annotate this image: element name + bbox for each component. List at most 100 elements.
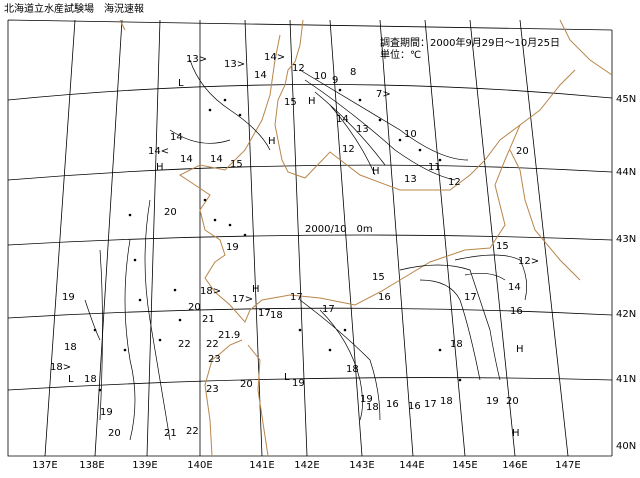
contour-label: 14<: [148, 146, 169, 157]
station-dot: [123, 348, 127, 352]
station-dot: [328, 348, 332, 352]
latitude-label: 41N: [616, 374, 636, 385]
contour-label: 18: [346, 364, 359, 375]
contour-label: 18: [84, 374, 97, 385]
station-dot: [298, 328, 302, 332]
contour-label: 14: [210, 154, 223, 165]
station-dot: [343, 328, 347, 332]
contour-label: 19: [226, 242, 239, 253]
contour-label: 14: [254, 70, 267, 81]
contour-label: 22: [206, 339, 219, 350]
station-dot: [378, 118, 382, 122]
station-dot: [138, 298, 142, 302]
contour-label: 15: [284, 97, 297, 108]
contour-label: 20: [108, 428, 121, 439]
station-dot: [173, 288, 177, 292]
station-dot: [128, 213, 132, 217]
station-dot: [133, 258, 137, 262]
longitude-label: 147E: [555, 460, 580, 471]
contour-label: 15: [496, 241, 509, 252]
station-dot: [243, 233, 247, 237]
contour-label: 10: [314, 71, 327, 82]
contour-label: 23: [206, 384, 219, 395]
contour-label: H: [308, 96, 316, 107]
contour-label: 21.9: [218, 330, 240, 341]
contour-label: L: [178, 78, 184, 89]
coastline: [119, 19, 613, 457]
latitude-label: 42N: [616, 309, 636, 320]
contour-label: 20: [506, 396, 519, 407]
station-dot: [228, 223, 232, 227]
contour-label: 9: [332, 75, 338, 86]
contour-label: H: [516, 344, 524, 355]
contour-label: 12: [342, 144, 355, 155]
station-dot: [178, 318, 182, 322]
contour-label: 19: [292, 378, 305, 389]
contours: [84, 59, 527, 441]
graticule: [7, 19, 613, 457]
longitude-label: 140E: [187, 460, 212, 471]
map-label: 2000/10 0m: [305, 224, 373, 235]
contour-label: 21: [164, 428, 177, 439]
station-dot: [98, 388, 102, 392]
contour-label: 12>: [518, 256, 539, 267]
longitude-label: 139E: [132, 460, 157, 471]
contour-label: 14: [180, 154, 193, 165]
station-dot: [208, 108, 212, 112]
contour-label: 15: [372, 272, 385, 283]
station-dot: [338, 88, 342, 92]
contour-label: 20: [188, 302, 201, 313]
contour-label: 16: [378, 292, 391, 303]
contour-label: 13: [404, 174, 417, 185]
latitude-label: 45N: [616, 94, 636, 105]
longitude-label: 145E: [452, 460, 477, 471]
station-dot: [358, 98, 362, 102]
contour-label: 21: [202, 314, 215, 325]
contour-label: 17: [258, 308, 271, 319]
longitude-label: 143E: [349, 460, 374, 471]
contour-label: 15: [230, 159, 243, 170]
latitude-label: 44N: [616, 167, 636, 178]
contour-label: L: [284, 372, 290, 383]
station-dot: [418, 148, 422, 152]
contour-label: 17: [464, 292, 477, 303]
contour-label: 17: [322, 304, 335, 315]
contour-label: 18: [366, 402, 379, 413]
contour-label: 18: [270, 310, 283, 321]
longitude-label: 146E: [502, 460, 527, 471]
contour-label: L: [68, 374, 74, 385]
contour-label: 12: [292, 63, 305, 74]
contour-label: 13>: [186, 54, 207, 65]
contour-label: 14: [508, 282, 521, 293]
title: 北海道立水産試験場 海況速報: [4, 2, 144, 15]
station-dot: [458, 378, 462, 382]
latitude-label: 40N: [616, 441, 636, 452]
contour-label: 11: [428, 162, 441, 173]
station-dot: [438, 158, 442, 162]
station-dot: [93, 328, 97, 332]
contour-label: 19: [486, 396, 499, 407]
contour-label: 18: [64, 342, 77, 353]
longitude-label: 144E: [399, 460, 424, 471]
station-dot: [238, 113, 242, 117]
contour-label: 20: [516, 146, 529, 157]
contour-label: 18>: [50, 362, 71, 373]
contour-label: 19: [360, 394, 373, 405]
contour-label: 20: [164, 207, 177, 218]
station-dot: [398, 138, 402, 142]
contour-label: H: [372, 166, 380, 177]
latitude-label: 43N: [616, 234, 636, 245]
contour-label: 18: [450, 339, 463, 350]
contour-label: 18>: [200, 286, 221, 297]
contour-label: 14>: [264, 52, 285, 63]
station-dot: [438, 348, 442, 352]
contour-label: 19: [62, 292, 75, 303]
longitude-label: 142E: [294, 460, 319, 471]
longitude-label: 138E: [79, 460, 104, 471]
contour-label: 20: [240, 379, 253, 390]
contour-label: H: [268, 136, 276, 147]
period: 調査期間：2000年9月29日～10月25日: [380, 36, 560, 49]
contour-label: H: [0, 0, 8, 3]
contour-label: 14: [336, 114, 349, 125]
contour-label: 16: [386, 399, 399, 410]
